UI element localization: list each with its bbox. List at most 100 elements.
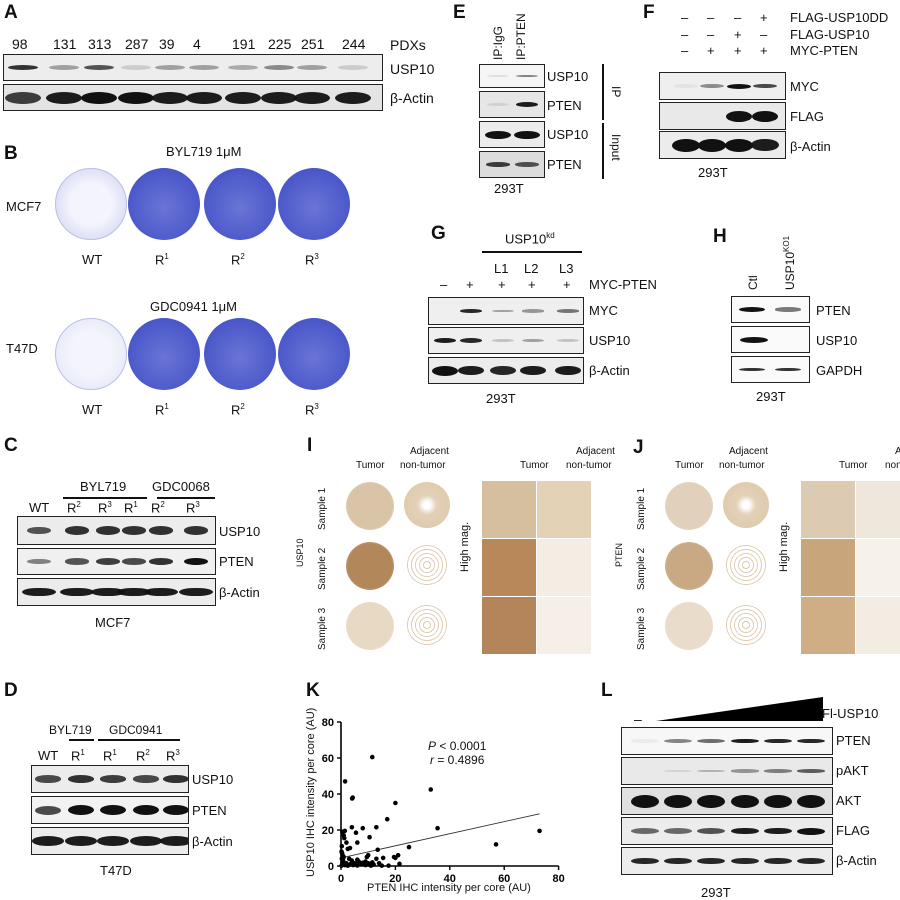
dish-label-sup: 3 [314, 402, 319, 411]
ihc-adjacent-core [723, 542, 769, 588]
lane-sup: 1 [133, 500, 138, 509]
band [97, 836, 129, 846]
panel-g-sign: + [466, 277, 474, 292]
panel-d-lane-label: R3 [166, 748, 180, 764]
panel-f-sign: – [681, 43, 689, 58]
panel-a-row-actin: β-Actin [390, 90, 434, 106]
band [520, 365, 546, 376]
panel-l-row-label: pAKT [836, 763, 869, 778]
band [228, 65, 258, 70]
band [487, 75, 509, 77]
band [264, 65, 294, 70]
lane-sup: 1 [112, 748, 117, 757]
band [144, 587, 178, 597]
panel-h-pten-blot [731, 296, 810, 323]
band [458, 365, 484, 376]
dish-label-sup: 1 [164, 252, 169, 261]
ihc-hm-tumor-tile [801, 539, 855, 596]
panel-e-input-usp10-blot [479, 121, 545, 148]
ihc-col-header-line1: Adjacent [410, 446, 449, 457]
dish-label: R1 [155, 402, 169, 418]
data-point [406, 844, 412, 850]
panel-g-row-myc: MYC [589, 303, 618, 318]
panel-f-cell-line: 293T [698, 165, 728, 180]
band [731, 857, 759, 865]
band [46, 91, 82, 104]
panel-label-g: G [431, 223, 446, 244]
band [775, 307, 801, 312]
panel-label-b: B [4, 143, 18, 164]
panel-g-sign: + [498, 277, 506, 292]
ihc-hm-header-line2: Tumor [520, 460, 549, 471]
ihc-col-header-line2: non-tumor [719, 460, 765, 471]
ihc-adjacent-core [723, 602, 769, 648]
ihc-hm-header-line1: Adjacent [895, 446, 900, 457]
panel-k-p-symbol: P [428, 739, 437, 753]
panel-a-lane-label: 287 [125, 36, 149, 52]
dish-label-sup: 3 [314, 252, 319, 261]
band [486, 162, 510, 167]
band [797, 827, 825, 835]
ihc-sample-label: Sample 1 [636, 487, 647, 530]
band [32, 836, 64, 846]
dish-label-sup: 1 [164, 402, 169, 411]
band [27, 558, 51, 565]
panel-h-lane-ko-sup: KO1 [782, 235, 791, 252]
panel-a-usp10-blot [3, 54, 383, 81]
band [739, 367, 765, 372]
band [149, 558, 173, 565]
panel-l-blot-3 [621, 817, 833, 845]
data-point [367, 834, 372, 840]
band [100, 805, 126, 815]
band [753, 83, 777, 89]
panel-b-top-title: BYL719 1μM [166, 144, 242, 159]
panel-d-lane-label: R1 [103, 748, 117, 764]
data-point [380, 855, 386, 861]
dish-resistant [128, 318, 200, 390]
panel-c-row-actin: β-Actin [219, 585, 260, 600]
panel-a-lane-label: 39 [159, 36, 175, 52]
band [65, 526, 89, 535]
ihc-hm-header-line2: non-tumor [885, 460, 900, 471]
band [631, 857, 659, 865]
ihc-adjacent-core [404, 602, 450, 648]
dish-resistant [278, 168, 350, 240]
data-point [363, 859, 368, 864]
band [664, 769, 692, 773]
panel-l-row-label: PTEN [836, 733, 871, 748]
panel-label-f: F [643, 2, 655, 23]
band [516, 102, 538, 107]
band [697, 769, 725, 773]
panel-d-row-actin: β-Actin [192, 834, 233, 849]
panel-f-myc-blot [659, 72, 786, 100]
ihc-hm-tumor-tile [482, 481, 536, 538]
panel-f-sign: + [707, 43, 715, 58]
dish-label: R3 [305, 252, 319, 268]
band [631, 828, 659, 834]
panel-g-myc-blot [428, 297, 584, 325]
ihc-sample-label: Sample 2 [636, 547, 647, 590]
band [485, 130, 511, 139]
band [225, 91, 261, 104]
ihc-hm-header-line2: Tumor [839, 460, 868, 471]
panel-e-bracket-input [602, 123, 604, 179]
data-point [355, 863, 360, 868]
panel-c-group-gdc0068: GDC0068 [152, 479, 210, 494]
band [555, 365, 581, 376]
regression-line [340, 813, 540, 859]
panel-a-lane-label: 98 [12, 36, 28, 52]
band [122, 558, 146, 565]
band [672, 138, 700, 152]
data-point [493, 842, 499, 847]
ihc-tumor-core [665, 482, 713, 530]
panel-f-sign: + [734, 27, 742, 42]
band [492, 338, 514, 343]
dish-wt [55, 318, 127, 390]
data-point [353, 830, 359, 835]
band [297, 65, 327, 70]
panel-l-blot-2 [621, 787, 833, 815]
ihc-marker-label: PTEN [614, 542, 624, 567]
panel-k-ylabel: USP10 IHC intensity per core (AU) [305, 707, 317, 877]
panel-k-r-text: = 0.4896 [434, 753, 485, 767]
panel-label-k: K [306, 680, 320, 701]
